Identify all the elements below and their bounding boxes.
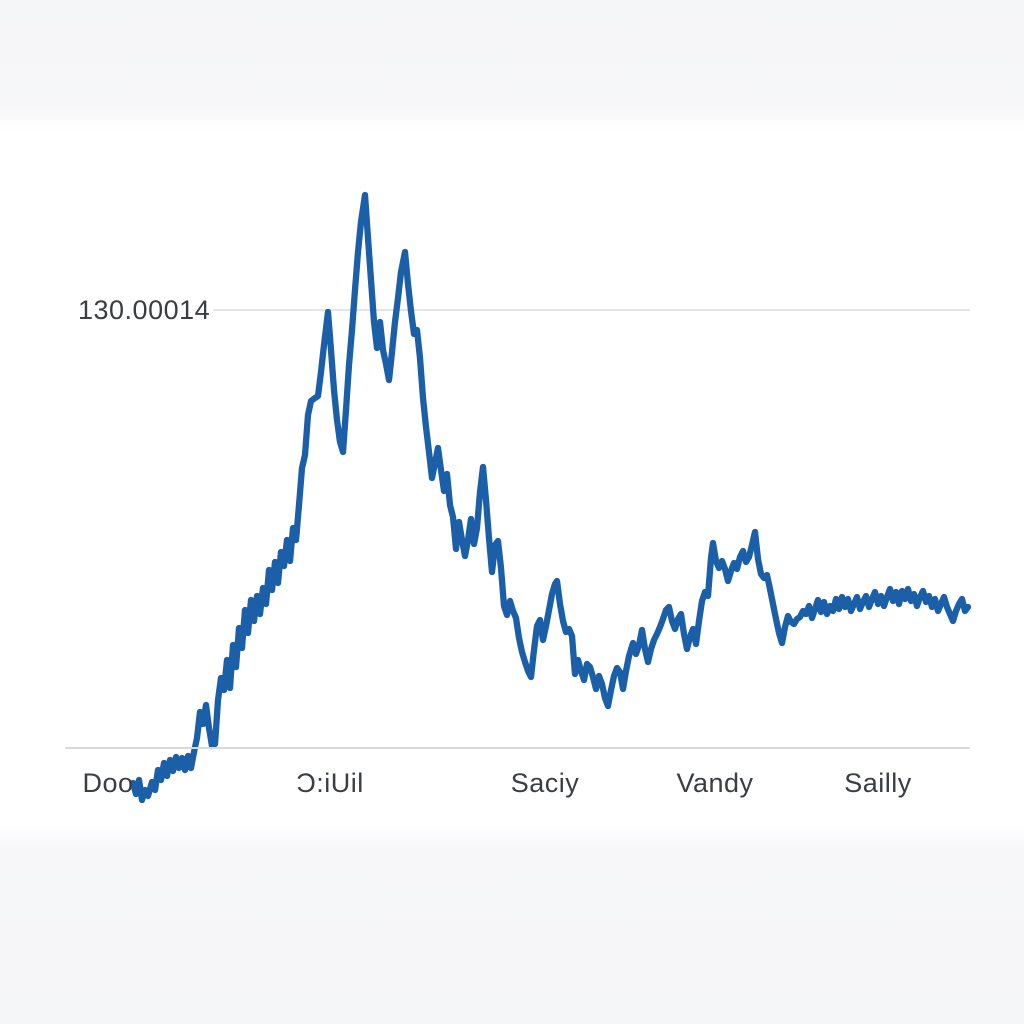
x-axis-label-1: Doo — [82, 768, 134, 798]
y-axis-tick-label: 130.00014 — [78, 295, 211, 325]
x-axis-line — [65, 747, 970, 749]
x-axis-label-4: Vandy — [676, 768, 754, 798]
price-line — [129, 191, 972, 804]
x-axis-label-3: Saciy — [510, 768, 580, 798]
x-axis-label-5: Sailly — [844, 768, 912, 798]
y-reference-gridline — [213, 309, 970, 311]
x-axis-label-2: Ɔ:iUil — [296, 768, 364, 798]
